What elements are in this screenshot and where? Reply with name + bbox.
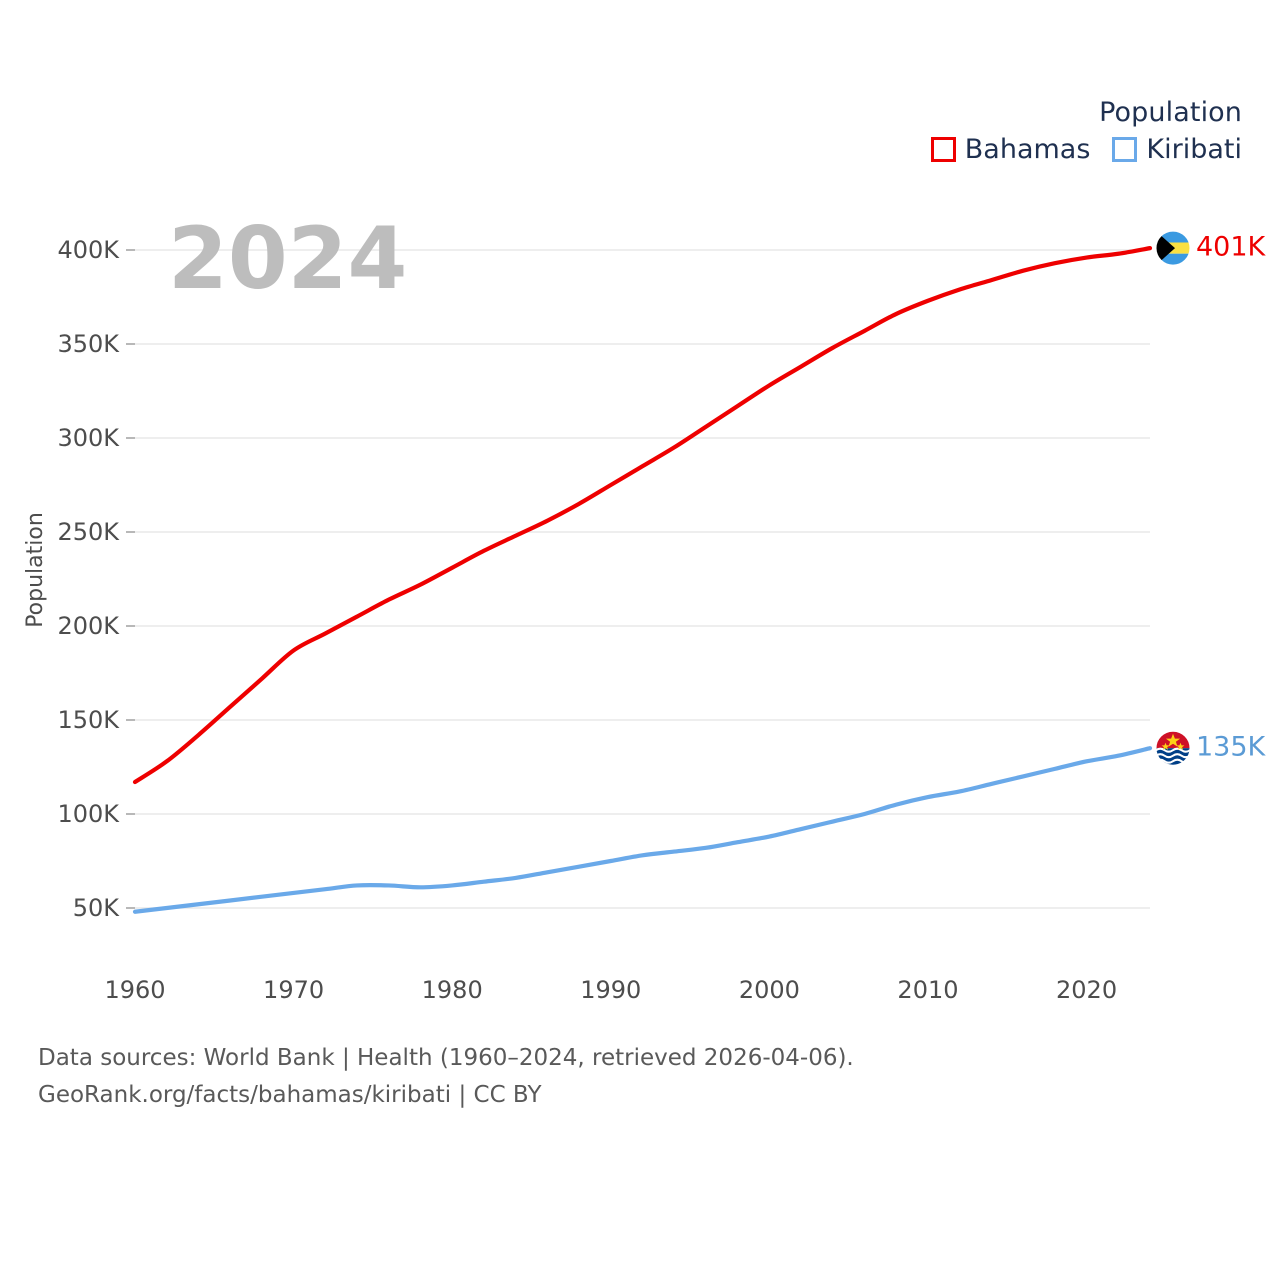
series-lines: [132, 246, 1153, 914]
x-tick-label: 1970: [263, 976, 324, 1004]
chart-footer: Data sources: World Bank | Health (1960–…: [38, 1040, 854, 1115]
footer-data-sources: Data sources: World Bank | Health (1960–…: [38, 1045, 854, 1071]
bahamas-endpoint[interactable]: 401K: [1155, 230, 1267, 266]
y-tick-label: 250K: [57, 518, 120, 546]
series-line-bahamas: [132, 246, 1153, 785]
x-tick-label: 2000: [739, 976, 800, 1004]
x-tick-label: 1990: [580, 976, 641, 1004]
kiribati-flag-icon: [1155, 730, 1191, 766]
year-watermark: 2024: [168, 209, 407, 309]
kiribati-value-label: 135K: [1196, 732, 1267, 763]
x-tick-label: 1980: [422, 976, 483, 1004]
x-tick-labels: 1960 1970 1980 1990 2000 2010 2020: [104, 976, 1117, 1004]
x-tick-label: 2020: [1056, 976, 1117, 1004]
y-tick-label: 150K: [57, 706, 120, 734]
x-tick-label: 1960: [104, 976, 165, 1004]
chart-legend: Population Bahamas Kiribati: [930, 96, 1242, 165]
series-line-kiribati: [132, 746, 1153, 914]
legend-item-kiribati[interactable]: Kiribati: [1112, 136, 1242, 163]
legend-swatch-bahamas: [930, 136, 956, 162]
legend-label-kiribati: Kiribati: [1146, 133, 1242, 165]
y-tick-label: 200K: [57, 612, 120, 640]
y-tick-label: 300K: [57, 424, 120, 452]
legend-items: Bahamas Kiribati: [930, 133, 1242, 165]
legend-swatch-kiribati: [1112, 136, 1138, 162]
x-tick-label: 2010: [897, 976, 958, 1004]
y-tick-label: 100K: [57, 800, 120, 828]
gridlines: [135, 249, 1150, 909]
y-tick-labels: 50K 100K 150K 200K 250K 300K 350K 400K: [57, 236, 120, 922]
y-tick-label: 400K: [57, 236, 120, 264]
kiribati-endpoint[interactable]: 135K: [1155, 730, 1267, 766]
legend-title: Population: [1099, 97, 1242, 128]
y-tick-label: 350K: [57, 330, 120, 358]
y-tick-label: 50K: [73, 894, 121, 922]
bahamas-flag-icon: [1155, 230, 1191, 266]
bahamas-value-label: 401K: [1196, 232, 1267, 263]
legend-item-bahamas[interactable]: Bahamas: [930, 133, 1091, 165]
legend-label-bahamas: Bahamas: [964, 133, 1091, 165]
y-tick-marks: [126, 249, 135, 909]
footer-attribution: GeoRank.org/facts/bahamas/kiribati | CC …: [38, 1082, 542, 1109]
y-axis-title: Population: [23, 512, 48, 628]
